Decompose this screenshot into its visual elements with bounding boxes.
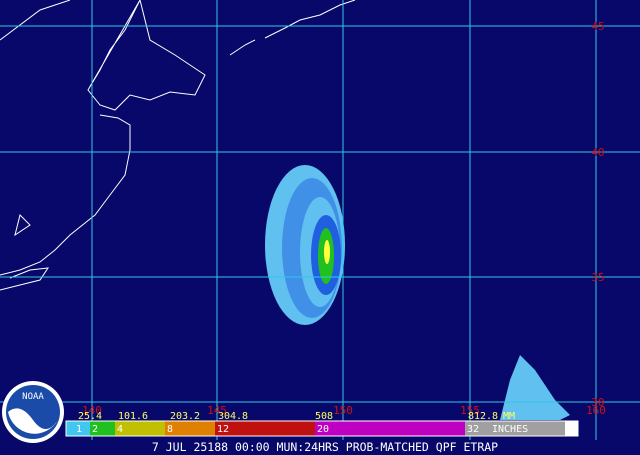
footer: 7 JUL 25188 00:00 MUN:24HRS PROB-MATCHED…	[152, 440, 498, 454]
inch-label: 12	[217, 424, 229, 435]
inch-label: 32	[467, 424, 479, 435]
mm-label: MM	[503, 411, 515, 422]
inch-label: 8	[167, 424, 173, 435]
precipitation	[265, 165, 570, 420]
mm-label: 101.6	[118, 411, 148, 422]
lat-label: 35	[591, 271, 604, 284]
mm-label: 25.4	[78, 411, 102, 422]
lat-label: 45	[591, 20, 604, 33]
lat-label: 30	[591, 396, 604, 409]
logo-text: NOAA	[22, 392, 44, 402]
mm-label: 508	[315, 411, 333, 422]
inch-label: 2	[92, 424, 98, 435]
mm-label: 304.8	[218, 411, 248, 422]
inch-label: INCHES	[492, 424, 528, 435]
mm-label: 812.8	[468, 411, 498, 422]
inch-label: 4	[117, 424, 123, 435]
coastline	[0, 0, 356, 291]
lon-label: 155	[460, 404, 480, 417]
lon-label: 150	[333, 404, 353, 417]
legend-bar	[65, 420, 579, 437]
lon-label: 140	[82, 404, 102, 417]
lon-label: 160	[586, 404, 606, 417]
inch-label: 1	[76, 424, 82, 435]
lon-label: 145	[207, 404, 227, 417]
lat-label: 40	[591, 146, 604, 159]
mm-label: 203.2	[170, 411, 200, 422]
graticule	[0, 0, 640, 440]
noaa-logo: NOAA	[2, 381, 64, 443]
inch-label: 20	[317, 424, 329, 435]
